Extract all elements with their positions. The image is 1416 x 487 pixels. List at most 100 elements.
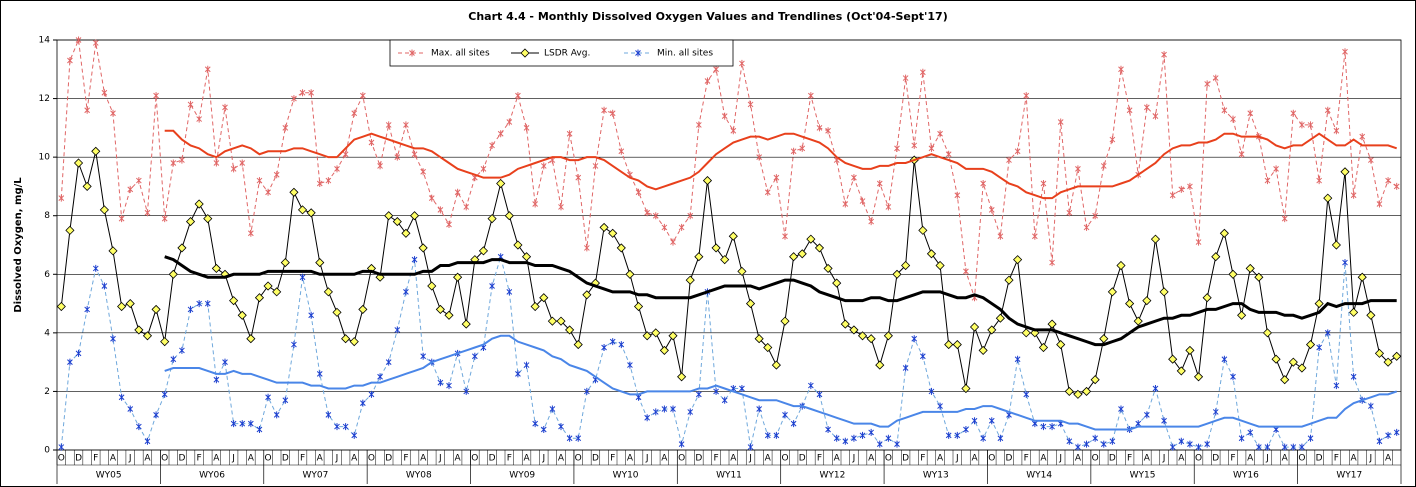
data-point (1100, 440, 1107, 448)
data-point (99, 205, 109, 215)
data-point (239, 159, 246, 167)
data-point (644, 209, 651, 217)
data-point (521, 252, 532, 262)
data-point (334, 423, 340, 431)
data-point (1081, 386, 1092, 396)
data-point (420, 168, 427, 176)
x-tick-label: F (610, 454, 615, 464)
data-point (937, 130, 943, 138)
data-point (1357, 272, 1367, 282)
data-point (988, 206, 995, 214)
data-point (763, 342, 773, 353)
data-point (56, 301, 66, 312)
data-point (323, 287, 333, 297)
data-point (1075, 443, 1081, 451)
data-point (1324, 106, 1331, 114)
data-point (127, 405, 134, 413)
x-tick-label: F (1230, 454, 1235, 464)
data-point (644, 414, 651, 422)
data-point (919, 68, 926, 76)
data-point (177, 243, 187, 253)
data-point (1333, 127, 1340, 135)
series (164, 334, 1398, 431)
data-point (1316, 344, 1323, 351)
legend-marker (409, 49, 415, 57)
data-point (351, 109, 358, 117)
data-point (832, 278, 842, 288)
data-point (825, 426, 831, 433)
data-point (695, 390, 702, 398)
x-tick-label: A (1144, 454, 1151, 464)
legend: Max. all sites LSDR Avg. Min. all sites (389, 39, 734, 67)
data-point (315, 258, 325, 268)
data-point (351, 431, 358, 439)
data-point (849, 325, 859, 335)
data-point (196, 115, 203, 123)
x-tick-label: D (1212, 454, 1219, 464)
data-point (161, 215, 168, 223)
data-point (1349, 307, 1359, 317)
data-point (1178, 185, 1185, 193)
data-point (1393, 428, 1400, 436)
data-point (1006, 156, 1012, 164)
data-point (84, 305, 91, 313)
x-tick-label: F (300, 454, 305, 464)
data-point (1064, 386, 1074, 396)
x-tick-label: D (178, 454, 185, 464)
data-point (540, 162, 547, 170)
data-point (377, 373, 383, 381)
y-tick-label: 2 (44, 387, 50, 397)
data-point (670, 238, 676, 246)
x-tick-label: J (748, 454, 752, 464)
data-point (1342, 48, 1348, 56)
data-point (229, 296, 239, 306)
data-point (1142, 296, 1152, 306)
data-point (1221, 355, 1228, 363)
data-point (453, 272, 463, 282)
data-point (1116, 260, 1126, 271)
x-tick-label: O (265, 454, 272, 464)
data-point (160, 337, 170, 347)
data-point (556, 316, 566, 326)
y-tick-label: 6 (44, 270, 50, 280)
data-point (1152, 385, 1159, 392)
legend-label: Min. all sites (657, 49, 713, 59)
x-tick-label: A (1351, 454, 1358, 464)
data-point (670, 405, 676, 413)
data-point (497, 130, 504, 138)
data-point (444, 310, 454, 320)
data-point (385, 121, 392, 129)
data-point (254, 293, 265, 303)
data-point (222, 358, 228, 366)
data-point (1307, 121, 1314, 129)
data-point (530, 301, 540, 312)
data-point (885, 434, 892, 442)
data-point (506, 288, 513, 296)
data-point (1297, 363, 1307, 373)
data-point (799, 144, 806, 152)
data-point (1133, 316, 1143, 326)
data-point (297, 205, 308, 215)
x-tick-label: A (971, 454, 978, 464)
data-point (308, 89, 315, 97)
data-point (1187, 440, 1193, 448)
data-point (875, 360, 885, 370)
data-point (127, 185, 134, 193)
x-tick-label: A (1247, 454, 1254, 464)
data-point (1281, 443, 1288, 451)
data-point (1100, 162, 1107, 170)
data-point (411, 150, 418, 158)
data-point (1281, 215, 1288, 223)
x-tick-label: A (661, 454, 668, 464)
data-point (1150, 234, 1161, 244)
data-point (1049, 259, 1055, 267)
x-tick-label: D (1316, 454, 1323, 464)
data-point (902, 364, 909, 372)
data-point (583, 244, 590, 252)
x-tick-label: J (1058, 454, 1062, 464)
data-point (394, 326, 401, 334)
data-point (496, 178, 506, 189)
data-point (1383, 357, 1393, 367)
data-point (532, 420, 539, 428)
